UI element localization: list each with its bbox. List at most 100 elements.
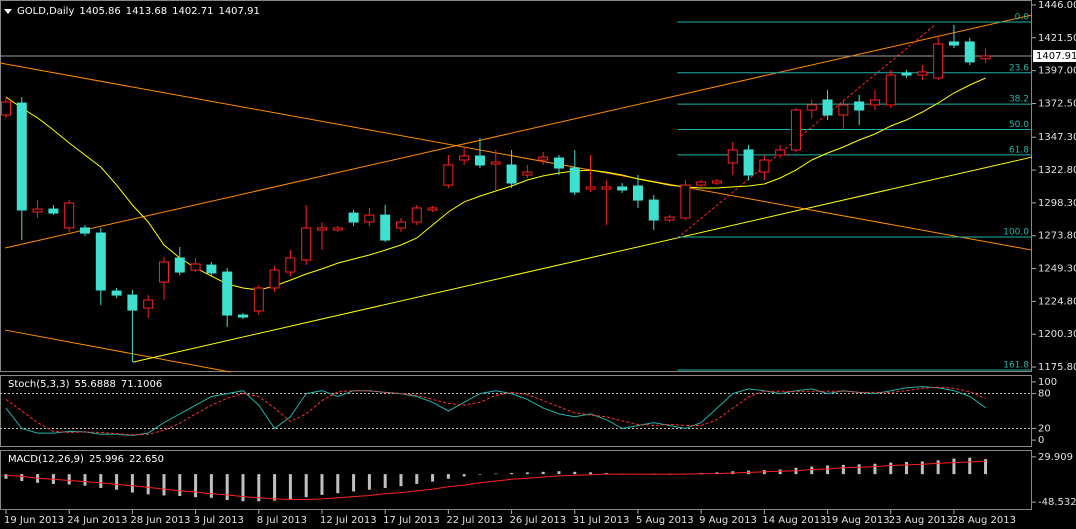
candle-body — [538, 156, 549, 161]
candle-body — [964, 41, 975, 63]
macd-bar — [257, 474, 261, 502]
macd-bar — [905, 462, 909, 475]
macd-bar — [383, 474, 387, 488]
stoch-panel-frame — [0, 375, 1032, 447]
macd-bar — [525, 472, 529, 475]
macd-bar — [288, 474, 292, 500]
y-tick-label: 29.909 — [1038, 452, 1073, 463]
macd-bar — [557, 471, 561, 475]
candle-body — [569, 167, 580, 193]
y-tick-label: 1421.50 — [1038, 33, 1076, 44]
macd-bar — [115, 474, 119, 490]
x-tick-label: 14 Aug 2013 — [762, 515, 826, 526]
y-tick-label: -48.532 — [1038, 497, 1076, 508]
y-tick-label: 1249.30 — [1038, 264, 1076, 275]
macd-bar — [146, 474, 150, 495]
candle-body — [222, 271, 233, 316]
trendline — [0, 62, 1033, 251]
macd-bar — [841, 464, 845, 475]
candle-body — [206, 264, 217, 274]
trendline — [677, 24, 936, 239]
y-tick-label: 1372.50 — [1038, 98, 1076, 109]
candle-body — [869, 99, 880, 106]
candle-body — [854, 101, 865, 111]
x-tick-label: 22 Jul 2013 — [446, 515, 503, 526]
candle-body — [474, 155, 485, 166]
candle-body — [411, 207, 422, 223]
macd-bar — [984, 459, 988, 475]
y-tick-label: 1200.30 — [1038, 329, 1076, 340]
x-tick-label: 12 Jul 2013 — [320, 515, 377, 526]
candle-body — [490, 161, 501, 165]
candle-body — [253, 287, 264, 312]
macd-bar — [478, 474, 482, 475]
moving-average — [5, 77, 986, 291]
macd-header: MACD(12,26,9) 25.996 22.650 — [8, 454, 169, 465]
macd-bar — [920, 461, 924, 475]
candle-body — [585, 186, 596, 190]
macd-bar — [415, 474, 419, 484]
current-price-label: 1407.91 — [1036, 51, 1076, 62]
macd-bar — [889, 462, 893, 475]
y-tick-label: 80 — [1038, 389, 1051, 400]
candle-body — [790, 109, 801, 151]
macd-bar — [130, 474, 134, 493]
fib-label: 0.0 — [1015, 12, 1030, 22]
macd-bar — [336, 474, 340, 494]
x-tick-label: 8 Jul 2013 — [257, 515, 307, 526]
header-value: 25.996 — [88, 454, 124, 465]
macd-bar — [178, 474, 182, 497]
y-tick-label: 1298.30 — [1038, 198, 1076, 209]
candle-body — [95, 232, 106, 291]
macd-bar — [952, 458, 956, 475]
candle-body — [980, 55, 991, 60]
candle-body — [364, 214, 375, 223]
x-tick-label: 26 Jul 2013 — [510, 515, 567, 526]
macd-bar — [510, 472, 514, 475]
main-panel-frame — [0, 0, 1032, 372]
candle-body — [553, 157, 564, 169]
y-tick-label: 1397.00 — [1038, 66, 1076, 77]
x-tick-label: 28 Jun 2013 — [130, 515, 190, 526]
macd-signal — [5, 460, 986, 500]
candle-body — [427, 207, 438, 211]
candle-body — [158, 261, 169, 283]
candle-body — [775, 149, 786, 156]
panel-title: GOLD,Daily — [17, 6, 75, 17]
x-tick-label: 24 Jun 2013 — [67, 515, 127, 526]
y-tick-label: 1175.80 — [1038, 362, 1076, 373]
candle-body — [759, 159, 770, 173]
candle-body — [48, 208, 59, 214]
candle-body — [632, 185, 643, 201]
candle-body — [680, 184, 691, 219]
fib-label: 61.8 — [1009, 145, 1029, 155]
macd-bar — [367, 474, 371, 490]
macd-bar — [67, 474, 71, 485]
candle-body — [316, 227, 327, 231]
macd-bar — [320, 474, 324, 495]
header-value: 1402.71 — [172, 6, 214, 17]
stoch-header: Stoch(5,3,3) 55.6888 71.1006 — [8, 379, 167, 390]
fib-label: 50.0 — [1009, 120, 1029, 130]
x-tick-label: 23 Aug 2013 — [889, 515, 953, 526]
macd-bar — [399, 474, 403, 487]
macd-bar — [826, 465, 830, 475]
current-price-box — [1033, 50, 1076, 63]
candle-body — [806, 104, 817, 111]
y-tick-label: 100 — [1038, 377, 1057, 388]
macd-bar — [304, 474, 308, 498]
x-tick-label: 17 Jul 2013 — [383, 515, 440, 526]
candle-body — [127, 294, 138, 311]
y-tick-label: 1273.80 — [1038, 231, 1076, 242]
candle-body — [664, 216, 675, 221]
candle-body — [743, 149, 754, 176]
macd-bar — [241, 474, 245, 502]
fib-label: 100.0 — [1003, 228, 1029, 238]
macd-bar — [462, 474, 466, 477]
macd-bar — [99, 474, 103, 488]
candle-body — [380, 214, 391, 241]
candle-body — [885, 74, 896, 106]
macd-bar — [589, 472, 593, 475]
